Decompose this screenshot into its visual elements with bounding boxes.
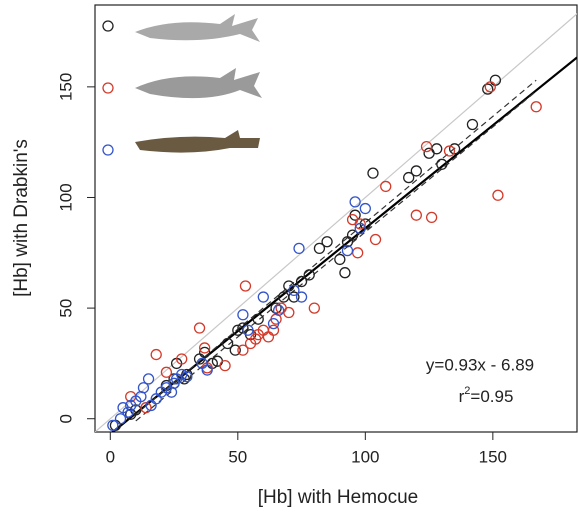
data-point bbox=[369, 233, 382, 246]
data-point bbox=[492, 189, 504, 201]
data-point bbox=[237, 322, 249, 334]
data-point bbox=[349, 196, 361, 208]
data-point bbox=[221, 337, 234, 350]
data-point bbox=[334, 253, 346, 266]
equation-annotation: y=0.93x - 6.89 bbox=[426, 355, 534, 374]
data-point bbox=[443, 145, 456, 157]
data-point bbox=[354, 222, 366, 235]
data-point bbox=[262, 331, 275, 343]
legend-marker bbox=[102, 20, 114, 32]
ci-line bbox=[135, 79, 537, 415]
data-point bbox=[267, 324, 280, 336]
x-axis-label: [Hb] with Hemocue bbox=[258, 487, 419, 508]
data-point bbox=[288, 291, 300, 303]
data-point bbox=[431, 143, 443, 155]
data-point bbox=[237, 309, 249, 321]
data-point bbox=[410, 165, 422, 177]
r2-base: r bbox=[459, 387, 465, 406]
data-point bbox=[466, 118, 479, 131]
data-point bbox=[270, 302, 282, 314]
r2-suffix: =0.95 bbox=[470, 387, 513, 406]
x-tick-label: 100 bbox=[351, 447, 379, 466]
data-point bbox=[352, 247, 364, 259]
data-point bbox=[303, 269, 315, 281]
data-point bbox=[140, 402, 152, 414]
data-point bbox=[283, 306, 295, 319]
data-point bbox=[346, 229, 359, 241]
y-tick-label: 100 bbox=[56, 183, 75, 211]
r2-superscript: 2 bbox=[464, 385, 470, 397]
data-point bbox=[122, 406, 134, 418]
data-point bbox=[482, 83, 494, 95]
data-point bbox=[367, 167, 379, 179]
data-point bbox=[242, 324, 254, 336]
data-point bbox=[489, 74, 502, 86]
y-tick-label: 150 bbox=[56, 73, 75, 101]
data-point bbox=[288, 284, 300, 297]
data-point bbox=[295, 275, 308, 288]
y-tick-label: 0 bbox=[56, 414, 75, 423]
data-point bbox=[410, 209, 422, 221]
data-point bbox=[420, 140, 433, 153]
data-point bbox=[160, 366, 173, 378]
data-point bbox=[295, 291, 308, 303]
data-point bbox=[150, 348, 162, 361]
legend-marker bbox=[102, 82, 114, 94]
data-point bbox=[308, 302, 320, 314]
data-point bbox=[201, 364, 213, 376]
data-point bbox=[199, 342, 211, 354]
shark-icon bbox=[135, 14, 260, 42]
x-tick-label: 50 bbox=[228, 447, 247, 466]
legend-marker bbox=[102, 144, 114, 156]
data-point bbox=[341, 244, 354, 257]
r2-annotation: r2=0.95 bbox=[459, 385, 514, 407]
data-point bbox=[176, 353, 188, 365]
data-point bbox=[229, 344, 241, 356]
data-point bbox=[181, 371, 193, 383]
data-point bbox=[252, 313, 264, 325]
data-point bbox=[107, 419, 119, 432]
x-tick-label: 0 bbox=[106, 447, 115, 466]
data-point bbox=[137, 382, 150, 394]
data-point bbox=[448, 143, 461, 155]
data-point bbox=[239, 280, 252, 292]
data-point bbox=[293, 242, 305, 255]
data-point bbox=[484, 81, 496, 93]
y-tick-label: 50 bbox=[56, 299, 75, 318]
data-point bbox=[199, 346, 211, 359]
data-point bbox=[339, 267, 351, 279]
ci-line bbox=[135, 90, 537, 422]
data-point bbox=[436, 158, 448, 170]
data-point bbox=[354, 218, 366, 230]
data-point bbox=[403, 171, 415, 184]
data-point bbox=[176, 368, 188, 381]
data-point bbox=[237, 344, 249, 356]
data-point bbox=[313, 242, 326, 255]
shark-icons bbox=[135, 14, 262, 153]
plot-frame bbox=[94, 4, 578, 433]
data-point bbox=[142, 373, 155, 385]
data-point bbox=[193, 322, 206, 334]
y-axis-label: [Hb] with Drabkin's bbox=[11, 139, 32, 297]
data-point bbox=[380, 180, 392, 193]
data-point bbox=[114, 413, 127, 425]
shark-icon bbox=[135, 68, 262, 99]
data-point bbox=[321, 236, 333, 248]
data-point bbox=[425, 211, 438, 224]
x-tick-label: 150 bbox=[479, 447, 507, 466]
data-point bbox=[530, 101, 542, 113]
data-point bbox=[219, 359, 231, 372]
shark-icon bbox=[135, 130, 260, 153]
data-point bbox=[257, 291, 269, 303]
data-point bbox=[359, 202, 371, 215]
data-point bbox=[423, 147, 435, 159]
data-point bbox=[272, 304, 285, 316]
data-point bbox=[267, 317, 280, 330]
